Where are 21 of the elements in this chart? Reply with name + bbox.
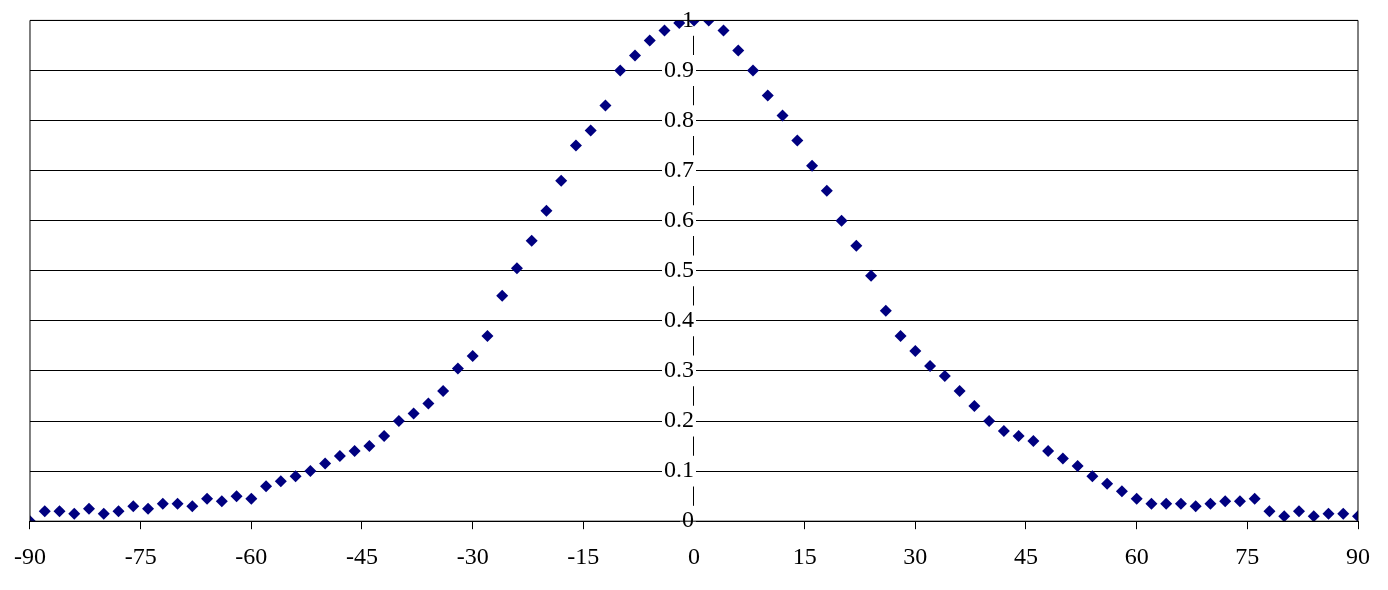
y-tick-label: 0.3 [664, 356, 694, 383]
x-tick-label: 60 [1124, 542, 1149, 569]
y-tick-label: 0.6 [664, 206, 694, 233]
y-tick-label: 0.7 [664, 155, 694, 182]
x-tick-label: 30 [903, 542, 928, 569]
y-tick-label: 0.2 [664, 406, 694, 433]
y-tick-label: 0.5 [664, 256, 694, 283]
y-tick-label: 0.9 [664, 55, 694, 82]
y-tick-label: 0.4 [664, 306, 694, 333]
y-tick-label: 0.8 [664, 105, 694, 132]
x-tick-label: -45 [346, 542, 378, 569]
x-tick-label: 15 [792, 542, 817, 569]
x-tick-label: 45 [1014, 542, 1038, 569]
y-tick-label: 0.1 [664, 456, 694, 483]
x-tick-label: -60 [235, 542, 268, 569]
x-tick-label: -15 [567, 542, 600, 569]
x-tick-label: -90 [14, 542, 46, 569]
x-tick-label: 75 [1235, 542, 1260, 569]
x-tick-label: 90 [1346, 542, 1370, 569]
x-tick-label: -75 [124, 542, 157, 569]
x-tick-label: -30 [456, 542, 489, 569]
